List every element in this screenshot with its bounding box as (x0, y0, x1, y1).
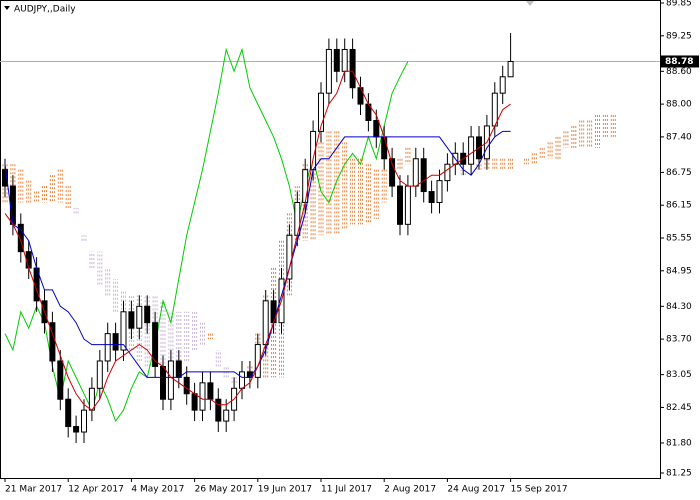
candle-body (223, 409, 230, 422)
candle-body (136, 305, 143, 329)
candle-body (318, 92, 324, 132)
candle-body (65, 398, 72, 428)
x-tick-label: 11 Jul 2017 (321, 485, 372, 495)
candle-body (420, 158, 427, 193)
candle-body (239, 371, 245, 389)
candle-body (444, 163, 451, 182)
x-tick-label: 2 Aug 2017 (384, 485, 436, 495)
candle-body (404, 185, 411, 225)
candle-body (81, 409, 87, 433)
candle-body (144, 305, 151, 324)
y-tick-label: 84.30 (666, 302, 692, 312)
candle-body (183, 376, 190, 395)
y-tick-label: 85.55 (666, 234, 692, 244)
price-box (661, 55, 699, 68)
y-tick-label: 83.05 (666, 370, 692, 380)
x-tick-label: 12 Apr 2017 (68, 485, 124, 495)
candle-body (294, 201, 301, 236)
candle-body (436, 180, 443, 203)
candle-body (128, 311, 135, 329)
candle-body (9, 185, 16, 225)
candle-body (491, 92, 498, 127)
candle-body (499, 76, 506, 94)
x-tick-label: 19 Jun 2017 (258, 485, 312, 495)
y-tick-label: 82.45 (666, 403, 692, 413)
candle-body (57, 360, 64, 400)
candle-body (412, 158, 419, 187)
candle-body (104, 333, 111, 362)
y-tick-label: 88.60 (666, 67, 692, 77)
y-tick-label: 87.40 (666, 132, 692, 142)
candle-body (302, 169, 309, 203)
y-tick-label: 86.75 (666, 168, 692, 178)
candle-body (333, 48, 340, 72)
chart-title: AUDJPY,,Daily (14, 5, 76, 15)
candle-body (175, 360, 182, 378)
candle-body (207, 382, 214, 400)
tenkan-line (4, 70, 511, 411)
y-tick-label: 86.15 (666, 201, 692, 211)
candle-body (152, 322, 159, 367)
candle-body (357, 87, 364, 105)
candle-body (167, 360, 174, 400)
candle-body (397, 185, 403, 225)
candle-body (96, 360, 103, 389)
candle-body (325, 48, 332, 94)
candle-body (160, 365, 166, 400)
candle-body (120, 311, 127, 351)
candle-body (270, 300, 277, 324)
y-tick-label: 89.25 (666, 31, 692, 41)
x-tick-label: 21 Mar 2017 (5, 485, 62, 495)
candle-body (428, 191, 435, 203)
price-label: 88.78 (665, 57, 693, 67)
candle-body (389, 158, 396, 187)
candle-body (381, 136, 388, 160)
candle-body (17, 223, 24, 253)
candle-body (88, 387, 95, 411)
shift-marker (526, 1, 534, 6)
candle-body (341, 48, 348, 72)
x-tick-label: 24 Aug 2017 (447, 485, 505, 495)
candle-body (215, 398, 222, 422)
x-tick-label: 15 Sep 2017 (511, 485, 568, 495)
candle-body (112, 333, 119, 351)
y-tick-label: 84.95 (666, 266, 692, 276)
y-tick-label: 88.00 (666, 100, 692, 110)
chikou-line (4, 47, 409, 423)
candle-body (349, 48, 356, 89)
x-tick-label: 26 May 2017 (195, 485, 254, 495)
menu-triangle (4, 6, 10, 10)
x-tick-label: 4 May 2017 (131, 485, 184, 495)
y-tick-label: 81.80 (666, 438, 692, 448)
y-tick-label: 81.25 (666, 469, 692, 479)
y-tick-label: 89.85 (666, 0, 692, 9)
candle-body (191, 393, 198, 411)
candle-body (468, 136, 475, 165)
candle-body (25, 251, 32, 269)
candle-body (199, 382, 206, 411)
y-tick-label: 83.70 (666, 335, 692, 345)
candle-body (2, 169, 8, 187)
candle-body (507, 60, 514, 78)
candle-body (73, 426, 80, 433)
candle-body (373, 120, 380, 138)
candle-body (262, 300, 269, 346)
